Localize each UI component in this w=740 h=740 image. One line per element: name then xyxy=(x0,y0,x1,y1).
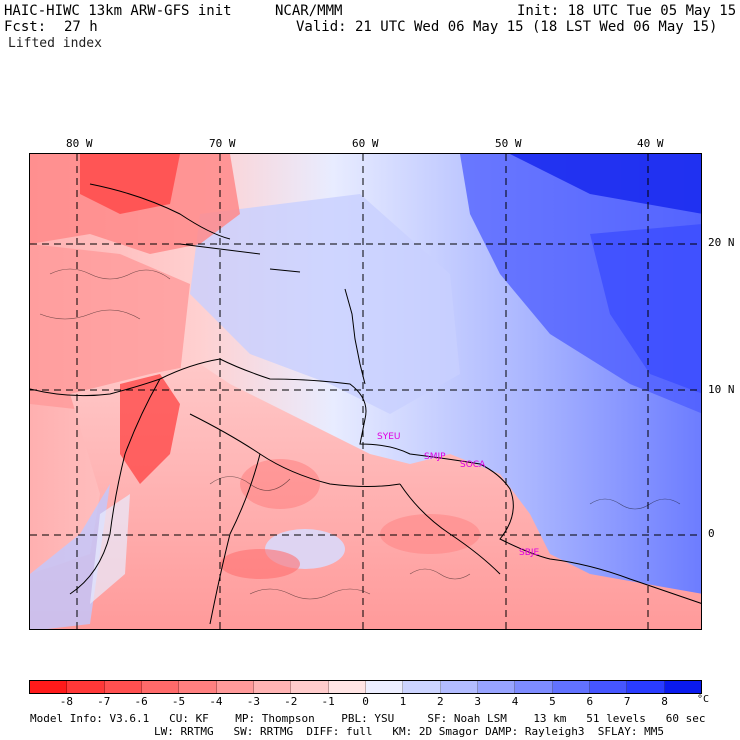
colorbar-segment xyxy=(589,681,628,693)
init-time: Init: 18 UTC Tue 05 May 15 xyxy=(517,3,737,19)
colorbar-unit: °C xyxy=(697,694,710,705)
colorbar-tick-label: -3 xyxy=(246,695,260,708)
colorbar-segment xyxy=(30,681,68,693)
colorbar-segment xyxy=(477,681,516,693)
model-info-line-2: LW: RRTMG SW: RRTMG DIFF: full KM: 2D Sm… xyxy=(154,725,664,738)
lon-tick-80w: 80 W xyxy=(66,137,93,150)
colorbar-tick-label: -1 xyxy=(321,695,335,708)
valid-time: Valid: 21 UTC Wed 06 May 15 (18 LST Wed … xyxy=(296,19,718,35)
forecast-hour: 27 h xyxy=(64,19,98,35)
lat-tick-20n: 20 N xyxy=(708,236,735,249)
colorbar-segment xyxy=(664,681,701,693)
colorbar-segment xyxy=(328,681,366,693)
model-info-line-1: Model Info: V3.6.1 CU: KF MP: Thompson P… xyxy=(30,712,706,725)
colorbar-tick-label: -2 xyxy=(284,695,298,708)
colorbar-segment xyxy=(627,681,665,693)
station-label-sbje: SBJE xyxy=(519,548,540,558)
colorbar-segment xyxy=(440,681,478,693)
colorbar-tick-label: 3 xyxy=(474,695,481,708)
forecast-label: Fcst: xyxy=(4,19,47,35)
field-name: Lifted index xyxy=(8,36,102,51)
lat-tick-0: 0 xyxy=(708,527,715,540)
lon-tick-60w: 60 W xyxy=(352,137,379,150)
colorbar-segment xyxy=(365,681,404,693)
lon-tick-40w: 40 W xyxy=(637,137,664,150)
colorbar-tick-label: -7 xyxy=(97,695,111,708)
colorbar-segment xyxy=(403,681,441,693)
colorbar-tick-label: -8 xyxy=(59,695,73,708)
colorbar xyxy=(29,680,702,694)
colorbar-segment xyxy=(141,681,180,693)
colorbar-segment xyxy=(104,681,142,693)
colorbar-segment xyxy=(552,681,590,693)
colorbar-tick-label: -5 xyxy=(171,695,186,708)
colorbar-tick-label: 7 xyxy=(623,695,631,708)
station-label-soca: SOCA xyxy=(460,460,486,470)
colorbar-tick-label: 0 xyxy=(362,695,369,708)
colorbar-segment xyxy=(515,681,553,693)
colorbar-tick-label: 1 xyxy=(399,695,407,708)
colorbar-segment xyxy=(291,681,329,693)
colorbar-tick-label: 8 xyxy=(661,695,668,708)
colorbar-tick-label: 6 xyxy=(586,695,594,708)
lon-tick-50w: 50 W xyxy=(495,137,522,150)
lifted-index-map xyxy=(29,153,702,630)
colorbar-tick-label: -4 xyxy=(209,695,223,708)
model-title: HAIC-HIWC 13km ARW-GFS init xyxy=(4,3,232,19)
colorbar-tick-label: -6 xyxy=(134,695,148,708)
colorbar-segment xyxy=(253,681,292,693)
organization-label: NCAR/MMM xyxy=(275,3,343,19)
colorbar-tick-label: 2 xyxy=(436,695,444,708)
lon-tick-70w: 70 W xyxy=(209,137,236,150)
colorbar-segment xyxy=(216,681,254,693)
station-label-syeu: SYEU xyxy=(377,432,401,442)
station-label-smjp: SMJP xyxy=(424,452,446,462)
lat-tick-10n: 10 N xyxy=(708,383,735,396)
colorbar-tick-label: 4 xyxy=(511,695,519,708)
colorbar-segment xyxy=(67,681,105,693)
colorbar-segment xyxy=(179,681,217,693)
colorbar-tick-label: 5 xyxy=(549,695,556,708)
